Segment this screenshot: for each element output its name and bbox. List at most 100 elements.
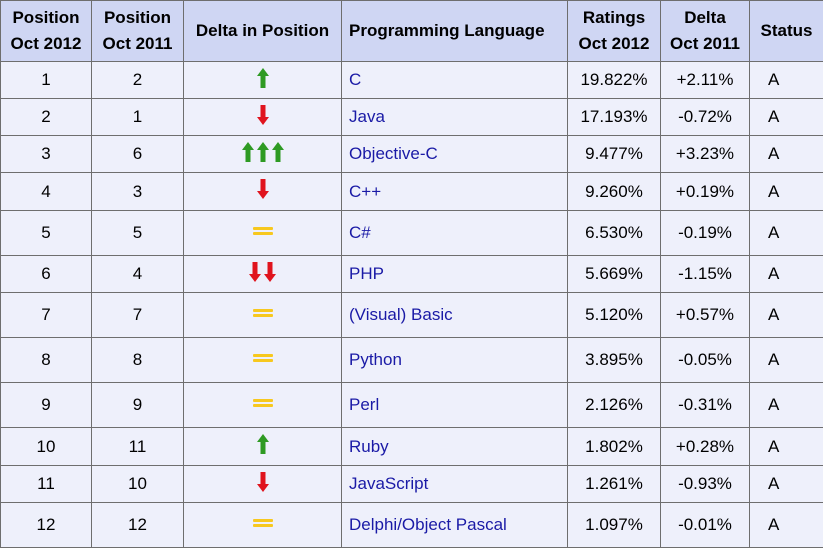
position-2012-cell: 10 [1, 428, 92, 466]
delta-position-cell [184, 99, 342, 136]
equal-icon [253, 302, 273, 324]
position-2012-cell: 1 [1, 62, 92, 99]
rating-cell: 9.477% [568, 136, 661, 173]
delta-cell: -0.93% [661, 466, 750, 503]
trend-arrows [253, 302, 273, 324]
delta-position-cell [184, 173, 342, 211]
delta-position-cell [184, 503, 342, 548]
rating-cell: 1.097% [568, 503, 661, 548]
language-link[interactable]: Ruby [349, 437, 389, 456]
header-delta-position: Delta in Position [184, 1, 342, 62]
language-cell: JavaScript [342, 466, 568, 503]
delta-cell: -0.72% [661, 99, 750, 136]
position-2011-cell: 11 [92, 428, 184, 466]
delta-position-cell [184, 428, 342, 466]
rating-cell: 1.802% [568, 428, 661, 466]
language-link[interactable]: Objective-C [349, 144, 438, 163]
language-link[interactable]: JavaScript [349, 474, 428, 493]
status-cell: A [750, 99, 823, 136]
position-2012-cell: 12 [1, 503, 92, 548]
language-link[interactable]: Delphi/Object Pascal [349, 515, 507, 534]
status-cell: A [750, 338, 823, 383]
status-cell: A [750, 466, 823, 503]
header-language: Programming Language [342, 1, 568, 62]
header-position-2011-line1: Position [104, 8, 171, 27]
trend-arrows [256, 104, 270, 126]
language-link[interactable]: C# [349, 223, 371, 242]
position-2012-cell: 3 [1, 136, 92, 173]
trend-arrows [253, 512, 273, 534]
position-2011-cell: 5 [92, 211, 184, 256]
position-2012-cell: 2 [1, 99, 92, 136]
arrow-up-icon [271, 141, 285, 163]
trend-arrows [253, 392, 273, 414]
equal-icon [253, 220, 273, 242]
header-position-2011: Position Oct 2011 [92, 1, 184, 62]
position-2012-cell: 4 [1, 173, 92, 211]
language-link[interactable]: Java [349, 107, 385, 126]
delta-position-cell [184, 293, 342, 338]
arrow-up-icon [256, 141, 270, 163]
position-2012-cell: 6 [1, 256, 92, 293]
trend-arrows [256, 67, 270, 89]
arrow-down-icon [256, 178, 270, 200]
delta-cell: +3.23% [661, 136, 750, 173]
position-2011-cell: 3 [92, 173, 184, 211]
arrow-down-icon [263, 261, 277, 283]
language-cell: (Visual) Basic [342, 293, 568, 338]
language-cell: C# [342, 211, 568, 256]
trend-arrows [253, 347, 273, 369]
language-cell: Ruby [342, 428, 568, 466]
language-cell: Python [342, 338, 568, 383]
language-link[interactable]: C++ [349, 182, 381, 201]
header-ratings-line1: Ratings [583, 8, 645, 27]
status-cell: A [750, 62, 823, 99]
position-2012-cell: 5 [1, 211, 92, 256]
status-cell: A [750, 173, 823, 211]
delta-cell: -0.01% [661, 503, 750, 548]
trend-arrows [256, 433, 270, 455]
language-cell: PHP [342, 256, 568, 293]
rating-cell: 19.822% [568, 62, 661, 99]
status-cell: A [750, 211, 823, 256]
header-position-2012: Position Oct 2012 [1, 1, 92, 62]
language-link[interactable]: Python [349, 350, 402, 369]
language-cell: C++ [342, 173, 568, 211]
status-cell: A [750, 293, 823, 338]
position-2012-cell: 7 [1, 293, 92, 338]
header-delta-line2: Oct 2011 [670, 34, 740, 53]
position-2011-cell: 7 [92, 293, 184, 338]
delta-cell: -0.05% [661, 338, 750, 383]
language-link[interactable]: (Visual) Basic [349, 305, 453, 324]
arrow-up-icon [241, 141, 255, 163]
position-2011-cell: 1 [92, 99, 184, 136]
trend-arrows [256, 178, 270, 200]
equal-icon [253, 512, 273, 534]
language-cell: Java [342, 99, 568, 136]
position-2012-cell: 8 [1, 338, 92, 383]
header-ratings: Ratings Oct 2012 [568, 1, 661, 62]
delta-position-cell [184, 136, 342, 173]
position-2011-cell: 10 [92, 466, 184, 503]
language-link[interactable]: Perl [349, 395, 379, 414]
delta-position-cell [184, 211, 342, 256]
rating-cell: 5.669% [568, 256, 661, 293]
trend-arrows [248, 261, 277, 283]
status-cell: A [750, 503, 823, 548]
language-link[interactable]: C [349, 70, 361, 89]
position-2011-cell: 2 [92, 62, 184, 99]
position-2012-cell: 11 [1, 466, 92, 503]
delta-cell: -0.31% [661, 383, 750, 428]
status-cell: A [750, 428, 823, 466]
language-link[interactable]: PHP [349, 264, 384, 283]
trend-arrows [253, 220, 273, 242]
rating-cell: 1.261% [568, 466, 661, 503]
arrow-down-icon [256, 471, 270, 493]
